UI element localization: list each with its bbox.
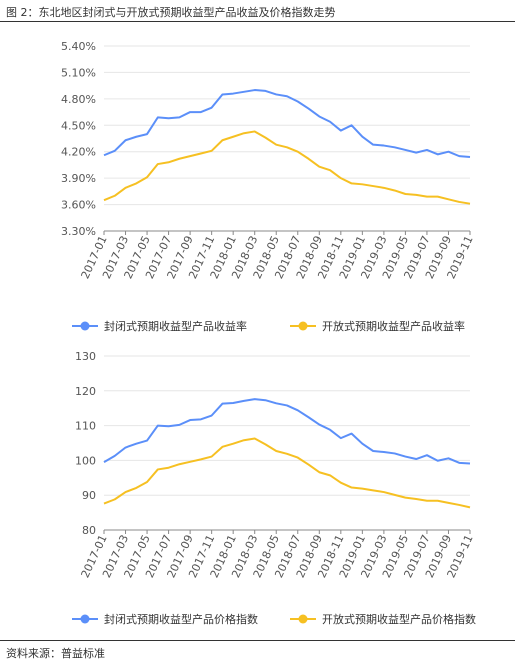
series-line-2 [103,130,471,205]
legend-dot-icon [298,614,308,624]
y-tick-label: 3.30% [61,225,96,238]
y-tick-label: 3.90% [61,172,96,185]
series-line-1 [103,89,471,158]
legend-label: 封闭式预期收益型产品收益率 [104,319,247,333]
y-tick-label: 110 [75,420,96,433]
legend-dot-icon [80,321,90,331]
price-index-chart: 80901001101201302017-012017-032017-05201… [72,350,476,626]
legend-item-2[interactable]: 开放式预期收益型产品价格指数 [290,612,476,626]
title-rule [0,21,515,22]
legend-item-1[interactable]: 封闭式预期收益型产品价格指数 [72,612,258,626]
y-tick-label: 80 [82,524,96,537]
y-tick-label: 90 [82,489,96,502]
legend-item-2[interactable]: 开放式预期收益型产品收益率 [290,319,465,333]
y-tick-label: 4.20% [61,146,96,159]
y-tick-label: 130 [75,350,96,363]
y-tick-label: 120 [75,385,96,398]
yield-chart: 3.30% 3.60% 3.90% 4.20% 4.50% 4.80% 5.10% 5.40%… [61,40,476,333]
legend-label: 开放式预期收益型产品价格指数 [322,612,476,626]
figure-title: 图 2：东北地区封闭式与开放式预期收益型产品收益及价格指数走势 [6,6,336,19]
y-tick-label: 5.10% [61,66,96,79]
y-tick-label: 3.60% [61,199,96,212]
y-tick-label: 4.80% [61,93,96,106]
legend-dot-icon [80,614,90,624]
legend-label: 封闭式预期收益型产品价格指数 [104,612,258,626]
series-line-2 [103,437,471,509]
y-tick-label: 100 [75,454,96,467]
source-rule [0,640,515,641]
legend-item-1[interactable]: 封闭式预期收益型产品收益率 [72,319,247,333]
series-line-1 [103,398,471,465]
y-tick-label: 5.40% [61,40,96,53]
y-tick-label: 4.50% [61,119,96,132]
source-note: 资料来源：普益标准 [6,647,105,660]
legend-dot-icon [298,321,308,331]
legend-label: 开放式预期收益型产品收益率 [322,319,465,333]
